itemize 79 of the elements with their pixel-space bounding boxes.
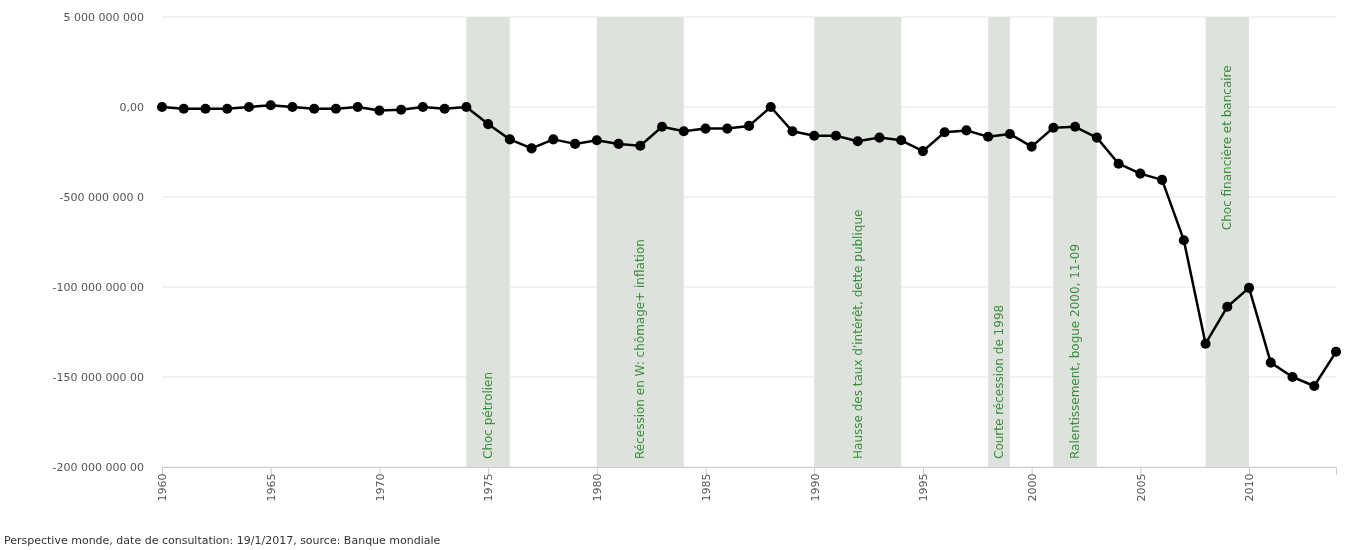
- x-tick-label: 2010: [1243, 473, 1257, 502]
- point: [1004, 128, 1015, 140]
- y-tick-label: -200 000 000 00: [52, 461, 144, 475]
- point: [330, 103, 341, 114]
- point: [1070, 121, 1081, 132]
- x-tick-label: 1975: [482, 473, 496, 502]
- point: [570, 138, 581, 149]
- point: [1113, 158, 1124, 169]
- point: [243, 101, 255, 113]
- x-tick-label: 1980: [591, 473, 605, 502]
- point: [917, 146, 928, 157]
- x-tick-label: 2005: [1134, 473, 1148, 502]
- point: [156, 101, 168, 113]
- point: [265, 100, 276, 111]
- point: [961, 125, 972, 136]
- point: [374, 105, 385, 116]
- point: [396, 104, 407, 115]
- point: [852, 136, 863, 147]
- point: [939, 127, 950, 138]
- point: [591, 135, 602, 146]
- point: [504, 134, 515, 145]
- point: [765, 101, 776, 113]
- point: [809, 130, 820, 141]
- point: [178, 103, 189, 114]
- point: [896, 135, 907, 146]
- point: [439, 103, 450, 114]
- point: [548, 134, 559, 145]
- point: [1330, 346, 1342, 357]
- x-tick-label: 1960: [156, 473, 170, 502]
- x-tick-label: 1970: [373, 473, 387, 502]
- point: [983, 131, 994, 142]
- point: [200, 103, 211, 114]
- band-label: Choc financière et bancaire: [1220, 65, 1235, 231]
- point: [1091, 132, 1102, 143]
- x-tick-label: 1990: [808, 473, 822, 502]
- point: [1135, 168, 1146, 179]
- y-tick-label: 5 000 000 000: [63, 11, 144, 25]
- point: [287, 101, 298, 113]
- point: [635, 140, 646, 151]
- point: [787, 126, 798, 137]
- point: [678, 126, 689, 137]
- x-tick-label: 1995: [917, 473, 931, 502]
- point: [1178, 235, 1189, 246]
- band-label: Récession en W: chômage+ inflation: [633, 239, 648, 459]
- point: [1157, 174, 1168, 185]
- y-tick-label: -100 000 000 00: [52, 281, 144, 295]
- x-tick-label: 1965: [265, 473, 279, 502]
- band-label: Hausse des taux d'intérêt, dette publique: [850, 209, 865, 459]
- point: [1222, 301, 1233, 312]
- x-tick-label: 1985: [699, 473, 713, 502]
- point: [309, 103, 320, 114]
- point: [417, 101, 428, 113]
- y-tick-label: -500 000 000 0: [59, 191, 144, 205]
- text: Perspective monde, date de consultation: 19/1/2017, source: Banque mondiale: [4, 534, 441, 547]
- point: [222, 103, 233, 114]
- point: [1287, 371, 1298, 383]
- point: [526, 143, 537, 154]
- band-label: Choc pétrolien: [481, 371, 496, 459]
- point: [1265, 357, 1276, 368]
- point: [613, 138, 624, 149]
- point: [1200, 338, 1211, 349]
- point: [1243, 282, 1255, 293]
- point: [352, 101, 363, 113]
- point: [743, 120, 755, 131]
- band-label: Ralentissement, bogue 2000, 11-09: [1068, 243, 1083, 459]
- point: [1048, 122, 1059, 133]
- point: [722, 123, 733, 134]
- point: [656, 121, 668, 132]
- point: [874, 132, 885, 143]
- point: [1026, 141, 1037, 152]
- point: [461, 101, 472, 113]
- band-label: Courte récession de 1998: [992, 304, 1007, 459]
- point: [483, 119, 494, 130]
- point: [1309, 380, 1320, 392]
- point: [830, 130, 842, 141]
- x-tick-label: 2000: [1025, 473, 1039, 502]
- point: [700, 123, 711, 134]
- y-tick-label: -150 000 000 00: [52, 371, 144, 385]
- y-tick-label: 0,00: [119, 101, 144, 115]
